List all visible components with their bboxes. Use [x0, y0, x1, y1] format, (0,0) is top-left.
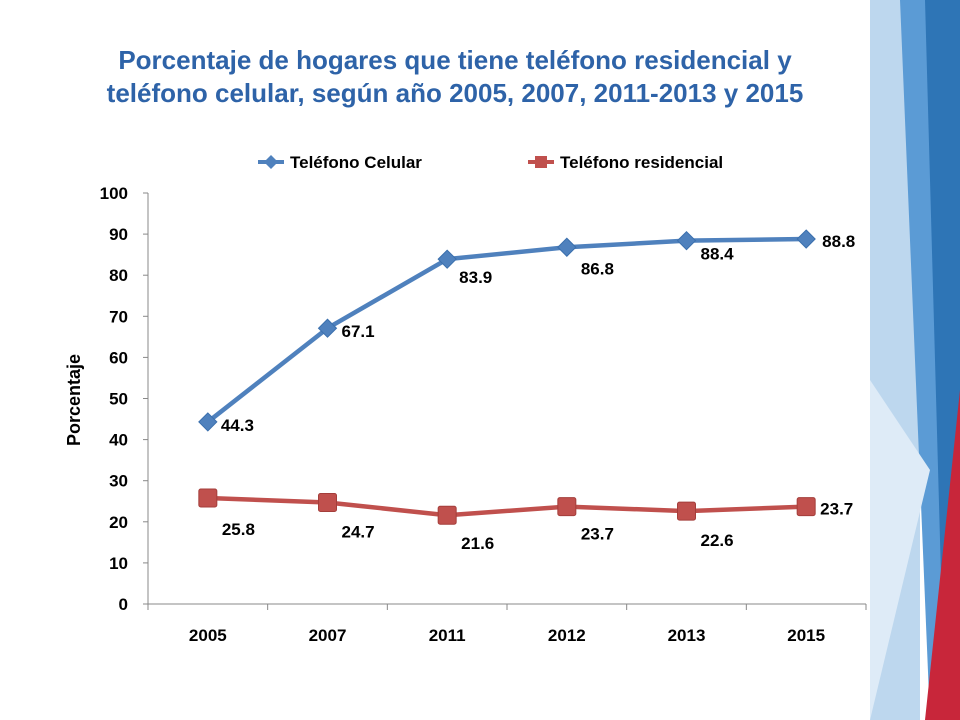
chart-axes: 0 10 20 30 40 50 60 70 80 90 100 2005 2007 2011 2012 20…: [64, 184, 867, 645]
chart-title: Porcentaje de hogares que tiene teléfono…: [30, 44, 880, 110]
data-label: 21.6: [461, 534, 494, 553]
y-tick-label: 100: [100, 184, 128, 203]
y-tick-label: 0: [119, 595, 128, 614]
x-tick-label: 2007: [309, 626, 347, 645]
data-point: [317, 318, 338, 338]
y-tick-label: 80: [109, 266, 128, 285]
data-point: [557, 237, 577, 257]
data-label: 44.3: [221, 416, 254, 435]
data-point: [796, 229, 816, 249]
y-tick-label: 50: [109, 390, 128, 409]
data-point: [437, 249, 457, 269]
data-point: [198, 488, 218, 508]
data-point: [198, 412, 218, 432]
data-point: [557, 497, 577, 517]
data-label: 24.7: [342, 522, 375, 541]
x-tick-label: 2013: [668, 626, 706, 645]
x-tick-label: 2012: [548, 626, 586, 645]
data-label: 88.4: [701, 245, 735, 264]
data-label: 25.8: [222, 520, 255, 539]
x-tick-label: 2011: [429, 626, 466, 645]
chart-series: 44.3 67.1 83.9 86.8 88.4 88.8 25.8 24.7 21.6 23.7…: [198, 229, 855, 553]
data-point: [318, 492, 337, 512]
data-label: 23.7: [820, 500, 853, 519]
deco-pale-wedge: [870, 380, 930, 720]
y-tick-label: 40: [109, 431, 128, 450]
legend-label: Teléfono residencial: [560, 153, 723, 172]
chart-title-line-2: teléfono celular, según año 2005, 2007, …: [106, 78, 804, 108]
chart-legend: Teléfono Celular Teléfono residencial: [258, 153, 723, 172]
data-point: [677, 501, 696, 521]
y-tick-label: 20: [109, 513, 128, 532]
slide-decoration: [870, 0, 960, 720]
data-label: 88.8: [822, 232, 855, 251]
y-tick-label: 10: [109, 554, 128, 573]
legend-label: Teléfono Celular: [290, 153, 422, 172]
series-line: [207, 495, 807, 518]
chart-title-line-1: Porcentaje de hogares que tiene teléfono…: [118, 45, 792, 75]
data-point: [437, 505, 457, 525]
y-tick-label: 30: [109, 472, 128, 491]
data-label: 67.1: [342, 322, 375, 341]
data-label: 23.7: [581, 525, 614, 544]
x-tick-label: 2015: [787, 626, 825, 645]
data-label: 86.8: [581, 259, 614, 278]
y-tick-label: 60: [109, 348, 128, 367]
series-line: [206, 236, 807, 424]
data-label: 83.9: [459, 268, 492, 287]
deco-red-wedge: [925, 390, 960, 720]
data-point: [796, 497, 816, 517]
legend-marker: [264, 155, 278, 169]
x-tick-label: 2005: [189, 626, 227, 645]
data-label: 22.6: [701, 531, 734, 550]
data-point: [676, 230, 697, 251]
legend-marker: [535, 156, 547, 168]
y-tick-label: 70: [109, 307, 128, 326]
y-tick-label: 90: [109, 225, 128, 244]
y-axis-label: Porcentaje: [64, 354, 84, 446]
